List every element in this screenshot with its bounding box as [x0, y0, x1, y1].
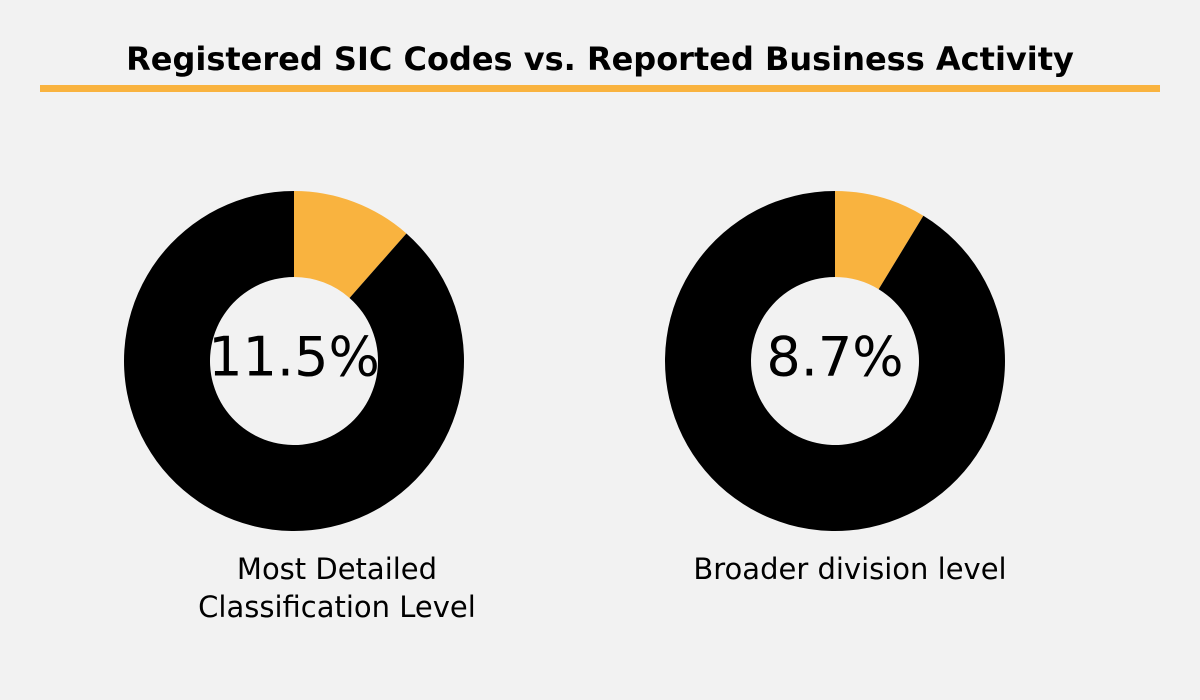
donut-segment: [294, 191, 407, 298]
donut-segment: [123, 191, 464, 531]
donut-segment: [835, 191, 924, 290]
donut-caption: Most Detailed Classification Level: [198, 552, 476, 624]
donut-caption: Broader division level: [693, 552, 1007, 586]
center-value-label: 8.7%: [766, 326, 903, 389]
title-underline: [40, 85, 1160, 92]
chart-title: Registered SIC Codes vs. Reported Busine…: [126, 40, 1074, 78]
center-value-label: 11.5%: [208, 326, 380, 389]
donut-segment: [664, 191, 1006, 531]
